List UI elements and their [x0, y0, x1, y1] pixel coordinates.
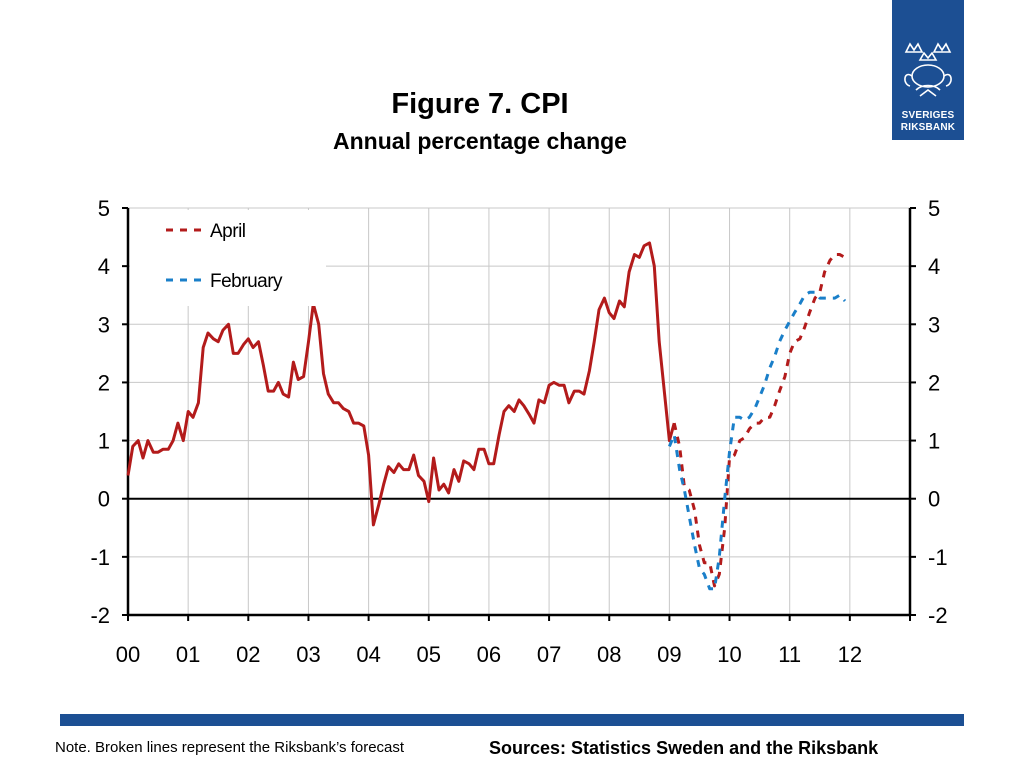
cpi-line-chart: 5 54 43 32 21 10 0-1 -1-2 -200 01 02 03 04 05 06 07 08 09…	[90, 196, 948, 667]
series-line-outcome	[126, 241, 676, 527]
legend-box	[130, 210, 326, 306]
x-tick-label: 08	[597, 642, 621, 667]
y-tick-label-right: 3	[928, 312, 940, 337]
y-tick-label-left: 2	[98, 370, 110, 395]
logo-text-line1: SVERIGES	[901, 110, 955, 121]
y-tick-label-right: 0	[928, 487, 940, 512]
y-tick-label-right: -1	[928, 545, 948, 570]
x-tick-label: 07	[537, 642, 561, 667]
y-tick-label-left: -1	[90, 545, 110, 570]
chart-subtitle: Annual percentage change	[333, 128, 627, 154]
riksbank-crest-icon	[904, 42, 952, 97]
series-line-april	[672, 253, 846, 588]
x-tick-label: 09	[657, 642, 681, 667]
y-tick-label-left: 3	[98, 312, 110, 337]
y-tick-label-right: 4	[928, 254, 940, 279]
x-tick-label: 02	[236, 642, 260, 667]
y-tick-label-right: 2	[928, 370, 940, 395]
x-tick-label: 10	[717, 642, 741, 667]
sources-text: Sources: Statistics Sweden and the Riksb…	[489, 738, 879, 758]
x-tick-label: 03	[296, 642, 320, 667]
y-tick-label-left: 1	[98, 429, 110, 454]
x-tick-label: 04	[356, 642, 380, 667]
series-line-february	[668, 290, 847, 591]
footer-divider	[60, 714, 964, 726]
legend-label-april: April	[210, 221, 246, 242]
x-tick-label: 11	[778, 642, 801, 667]
x-tick-label: 01	[176, 642, 200, 667]
y-tick-label-right: 5	[928, 196, 940, 221]
y-tick-label-left: -2	[90, 603, 110, 628]
x-tick-label: 12	[838, 642, 862, 667]
logo-text-line2: RIKSBANK	[900, 122, 956, 133]
x-tick-label: 06	[477, 642, 501, 667]
riksbank-logo: SVERIGES RIKSBANK	[892, 0, 964, 140]
legend-label-february: February	[210, 271, 283, 292]
y-tick-label-right: 1	[928, 429, 940, 454]
forecast-note: Note. Broken lines represent the Riksban…	[55, 739, 405, 756]
x-tick-label: 00	[116, 642, 140, 667]
x-tick-label: 05	[417, 642, 441, 667]
y-tick-label-left: 0	[98, 487, 110, 512]
y-tick-label-left: 4	[98, 254, 110, 279]
y-tick-label-left: 5	[98, 196, 110, 221]
y-tick-label-right: -2	[928, 603, 948, 628]
chart-title: Figure 7. CPI	[391, 88, 569, 120]
